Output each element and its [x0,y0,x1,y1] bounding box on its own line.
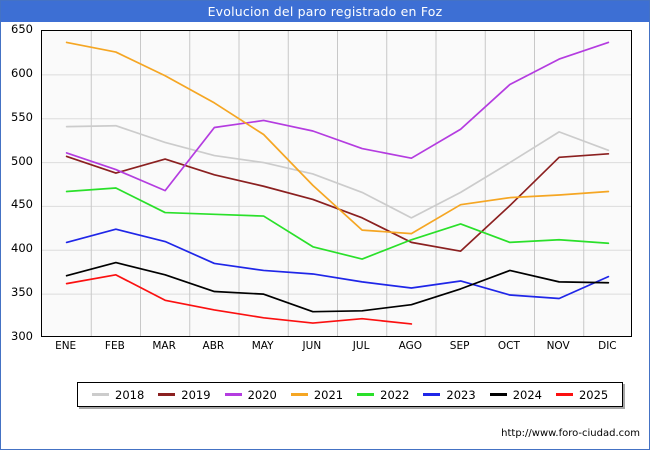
legend-label: 2019 [181,387,211,402]
legend-swatch-icon [357,393,375,396]
y-axis-tick-label: 550 [11,109,33,124]
series-line-2025 [65,273,413,325]
legend-label: 2021 [313,387,344,402]
legend-item-2023[interactable]: 2023 [416,388,482,402]
series-line-2023 [65,228,610,300]
legend-label: 2025 [578,387,609,402]
x-axis-tick-label: JUL [352,340,370,352]
legend-item-2020[interactable]: 2020 [218,388,284,402]
source-url: http://www.foro-ciudad.com [501,428,640,439]
page-title: Evolucion del paro registrado en Foz [207,4,443,19]
x-axis-tick-label: SEP [449,340,470,352]
legend-swatch-icon [423,393,441,396]
legend-swatch-icon [290,393,308,396]
series-lines [65,41,610,325]
window-title-bar: Evolucion del paro registrado en Foz [1,1,649,22]
legend-swatch-icon [158,393,176,396]
legend-item-2022[interactable]: 2022 [350,388,416,402]
x-axis-tick-label: OCT [497,340,520,352]
legend-label: 2022 [380,387,410,402]
x-axis-tick-label: FEB [104,340,125,352]
chart-legend: 2018 2019 2020 2021 2022 2023 2024 2025 [77,382,624,407]
legend-label: 2020 [247,387,277,402]
x-axis-tick-label: AGO [398,340,423,352]
series-line-2020 [65,41,610,192]
y-axis-tick-label: 300 [11,329,33,343]
y-axis-tick-label: 600 [11,65,33,80]
legend-label: 2018 [115,387,145,402]
x-axis-tick-label: MAY [251,340,274,352]
legend-swatch-icon [224,393,242,396]
legend-item-2024[interactable]: 2024 [483,388,549,402]
legend-label: 2023 [446,387,476,402]
legend-swatch-icon [555,393,573,396]
x-axis-tick-label: DIC [598,340,617,352]
legend-label: 2024 [512,387,542,402]
legend-item-2019[interactable]: 2019 [151,388,217,402]
x-axis-tick-label: ENE [55,340,77,352]
series-line-2018 [65,124,610,219]
x-axis-tick-label: MAR [152,340,176,352]
legend-item-2018[interactable]: 2018 [85,388,151,402]
plot-area [41,30,632,337]
legend-swatch-icon [489,393,507,396]
legend-item-2021[interactable]: 2021 [284,388,350,402]
x-axis-tick-label: NOV [546,340,570,352]
x-axis-tick-label: ABR [202,340,225,352]
x-axis-tick-label: JUN [302,340,322,352]
legend-item-2025[interactable]: 2025 [549,388,615,402]
y-axis-tick-label: 350 [11,285,33,300]
y-axis-tick-label: 450 [11,197,33,212]
y-axis-tick-label: 400 [11,241,33,256]
legend-swatch-icon [92,393,109,396]
y-axis-tick-label: 500 [11,153,33,168]
y-axis-tick-label: 650 [11,22,33,36]
series-line-2022 [65,187,610,260]
series-line-2021 [65,41,610,235]
series-line-2024 [65,261,610,313]
